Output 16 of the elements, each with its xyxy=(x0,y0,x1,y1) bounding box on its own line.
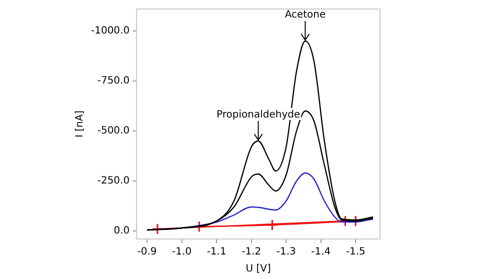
y-tick-label: -1000.0 xyxy=(90,26,130,37)
x-tick-label: -1.4 xyxy=(311,246,331,258)
x-axis-title: U [V] xyxy=(246,264,271,275)
x-tick-label: -1.0 xyxy=(172,246,192,258)
annotation: Propionaldehyde xyxy=(216,110,300,121)
x-tick-label: -1.5 xyxy=(346,246,366,258)
y-tick-label: -750.0 xyxy=(97,76,130,87)
y-axis-title: I [nA] xyxy=(74,110,86,138)
y-tick-label: -500.0 xyxy=(97,126,130,137)
y-tick-label: -250.0 xyxy=(97,176,130,187)
x-tick-label: -1.3 xyxy=(276,246,296,258)
x-tick-label: -1.2 xyxy=(242,246,262,258)
x-tick-label: -1.1 xyxy=(206,246,226,258)
y-tick-label: 0.0 xyxy=(114,226,130,237)
x-tick-label: -0.9 xyxy=(137,246,157,258)
annotation: Acetone xyxy=(284,10,326,21)
